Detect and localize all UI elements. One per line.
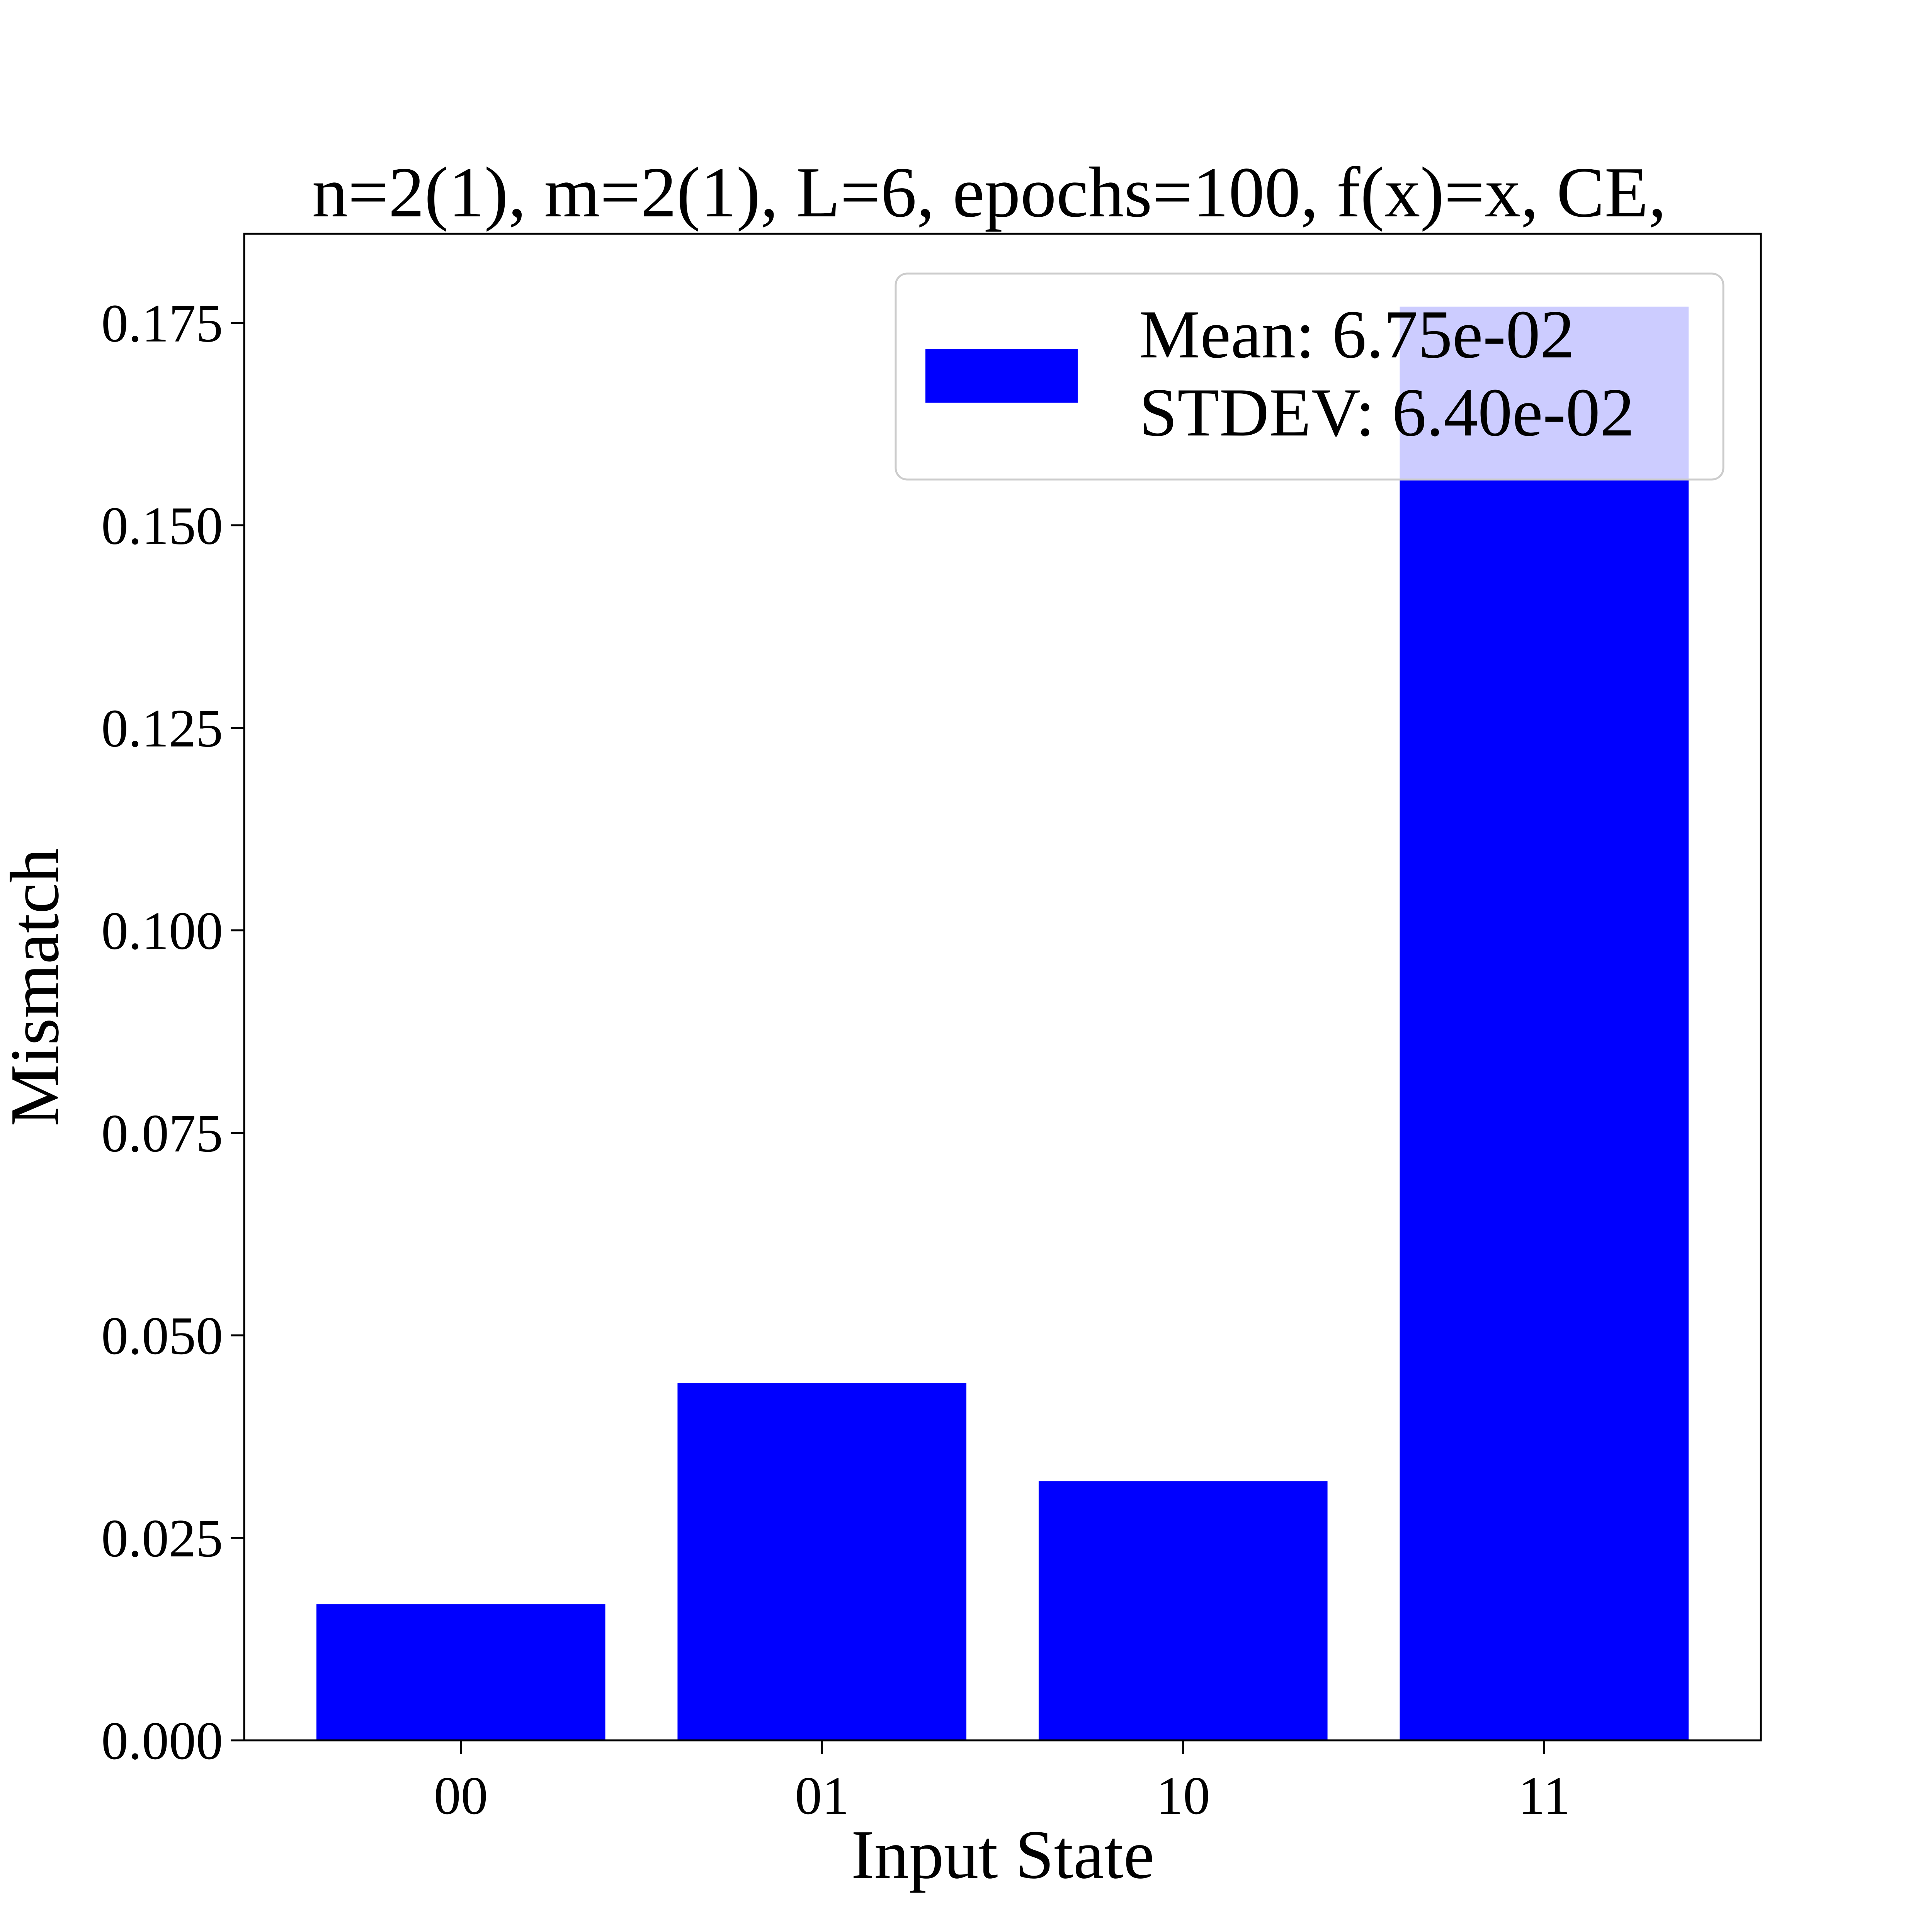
chart-title: n=2(1), m=2(1), L=6, epochs=100, f(x)=x,…	[312, 153, 1666, 232]
bar-10	[1038, 1481, 1328, 1740]
x-ticks-group: 00 01 10 11	[434, 1740, 1570, 1826]
bar-00	[316, 1604, 605, 1740]
x-tick-label: 00	[434, 1766, 488, 1826]
y-tick-label: 0.050	[101, 1306, 223, 1366]
y-tick-label: 0.150	[101, 496, 223, 556]
x-tick-label: 10	[1156, 1766, 1210, 1826]
plot-frame	[243, 233, 1762, 1742]
bar-11	[1400, 306, 1689, 1740]
bar-01	[677, 1383, 967, 1740]
bars-group	[316, 306, 1689, 1740]
y-ticks-group: 0.000 0.025 0.050 0.075 0.100 0.125 0.150 0.175	[101, 294, 244, 1771]
x-tick-label: 11	[1518, 1766, 1570, 1826]
legend-stdev-text: STDEV: 6.40e-02	[1139, 374, 1634, 451]
y-tick-label: 0.000	[101, 1711, 223, 1771]
legend-swatch	[925, 349, 1078, 403]
y-tick-label: 0.025	[101, 1509, 223, 1568]
y-tick-label: 0.100	[101, 901, 223, 961]
legend: Mean: 6.75e-02 STDEV: 6.40e-02	[895, 272, 1725, 481]
legend-box	[895, 272, 1725, 481]
y-tick-label: 0.175	[101, 294, 223, 354]
x-tick-label: 01	[795, 1766, 849, 1826]
y-axis-label: Mismatch	[0, 848, 73, 1126]
y-tick-label: 0.075	[101, 1104, 223, 1163]
y-tick-label: 0.125	[101, 699, 223, 759]
legend-mean-text: Mean: 6.75e-02	[1139, 296, 1575, 372]
x-axis-label: Input State	[851, 1816, 1155, 1893]
